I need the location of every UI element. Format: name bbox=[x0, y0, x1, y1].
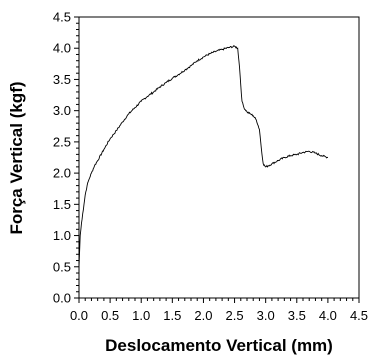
x-tick-label: 4.5 bbox=[350, 308, 368, 323]
x-tick-label: 2.0 bbox=[194, 308, 212, 323]
x-tick-label: 4.0 bbox=[319, 308, 337, 323]
x-tick-label: 0.5 bbox=[101, 308, 119, 323]
y-axis-title: Força Vertical (kgf) bbox=[7, 81, 26, 234]
y-tick-label: 0.0 bbox=[53, 291, 71, 306]
series-line bbox=[78, 44, 328, 267]
y-tick-label: 2.5 bbox=[53, 134, 71, 149]
y-tick-label: 4.0 bbox=[53, 41, 71, 56]
y-tick-label: 1.0 bbox=[53, 228, 71, 243]
y-axis-ticks: 0.0 0.5 1.0 1.5 2.0 2.5 3.0 3.5 4.0 4.5 bbox=[53, 10, 79, 306]
x-tick-label: 1.5 bbox=[163, 308, 181, 323]
x-tick-label: 0.0 bbox=[70, 308, 88, 323]
y-tick-label: 2.0 bbox=[53, 166, 71, 181]
y-tick-label: 3.0 bbox=[53, 103, 71, 118]
y-tick-label: 1.5 bbox=[53, 197, 71, 212]
x-tick-label: 1.0 bbox=[132, 308, 150, 323]
x-tick-label: 2.5 bbox=[226, 308, 244, 323]
plot-frame bbox=[78, 16, 360, 299]
plot-area bbox=[78, 16, 360, 299]
x-tick-label: 3.0 bbox=[257, 308, 275, 323]
y-tick-label: 4.5 bbox=[53, 10, 71, 25]
x-tick-label: 3.5 bbox=[288, 308, 306, 323]
y-tick-label: 0.5 bbox=[53, 259, 71, 274]
y-tick-label: 3.5 bbox=[53, 72, 71, 87]
x-axis-title: Deslocamento Vertical (mm) bbox=[105, 336, 333, 355]
x-axis-ticks: 0.0 0.5 1.0 1.5 2.0 2.5 3.0 3.5 4.0 4.5 bbox=[70, 298, 368, 323]
